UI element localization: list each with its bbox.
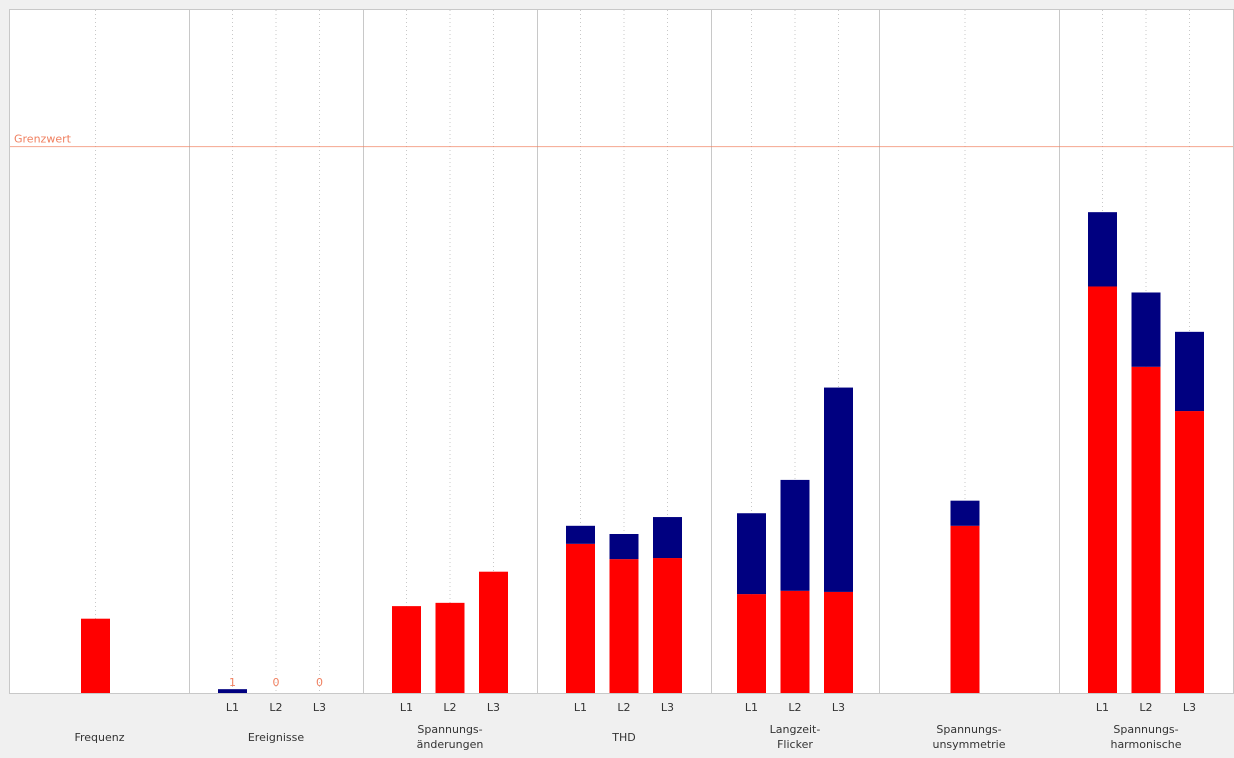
bar-segment [218, 689, 247, 693]
bar-segment [950, 500, 980, 526]
category-label: L1 [574, 701, 587, 714]
category-label: L1 [1096, 701, 1109, 714]
count-label: 0 [273, 676, 280, 689]
bar-segment [824, 591, 853, 693]
bar-segment [392, 606, 421, 693]
group-label: änderungen [417, 738, 484, 751]
bar-segment [566, 543, 595, 693]
group-label: harmonische [1110, 738, 1181, 751]
bar-segment [1088, 286, 1117, 693]
group-label: Frequenz [74, 731, 124, 744]
group-label: Spannungs- [417, 723, 482, 736]
bar-segment [1131, 292, 1161, 367]
category-label: L2 [1139, 701, 1152, 714]
category-label: L2 [788, 701, 801, 714]
category-label: L3 [832, 701, 845, 714]
bar-segment [1088, 212, 1117, 287]
count-label: 0 [316, 676, 323, 689]
group-label: THD [611, 731, 635, 744]
category-label: L3 [487, 701, 500, 714]
bar-segment [566, 525, 595, 544]
bar-segment [653, 517, 682, 559]
limit-label: Grenzwert [14, 133, 72, 146]
category-label: L3 [313, 701, 326, 714]
group-label: Langzeit- [770, 723, 821, 736]
group-label: Flicker [777, 738, 813, 751]
bar-segment [81, 618, 110, 693]
bar-segment [737, 594, 766, 693]
bar-segment [435, 602, 465, 693]
bar-segment [780, 479, 810, 591]
category-label: L2 [617, 701, 630, 714]
bar-segment [609, 559, 639, 693]
bar-segment [824, 387, 853, 592]
bar-segment [1175, 331, 1204, 412]
bar-segment [1175, 411, 1204, 693]
bar-segment [950, 525, 980, 693]
group-label: unsymmetrie [932, 738, 1005, 751]
group-label: Spannungs- [936, 723, 1001, 736]
count-label: 1 [229, 676, 236, 689]
category-label: L3 [661, 701, 674, 714]
category-label: L1 [400, 701, 413, 714]
bar-segment [1131, 366, 1161, 693]
bar-segment [609, 533, 639, 560]
category-label: L1 [745, 701, 758, 714]
category-label: L2 [269, 701, 282, 714]
category-label: L3 [1183, 701, 1196, 714]
group-label: Ereignisse [248, 731, 305, 744]
bar-segment [737, 513, 766, 595]
bar-segment [653, 558, 682, 693]
category-label: L2 [443, 701, 456, 714]
bar-segment [479, 571, 508, 693]
group-label: Spannungs- [1113, 723, 1178, 736]
bar-segment [780, 590, 810, 693]
category-label: L1 [226, 701, 239, 714]
